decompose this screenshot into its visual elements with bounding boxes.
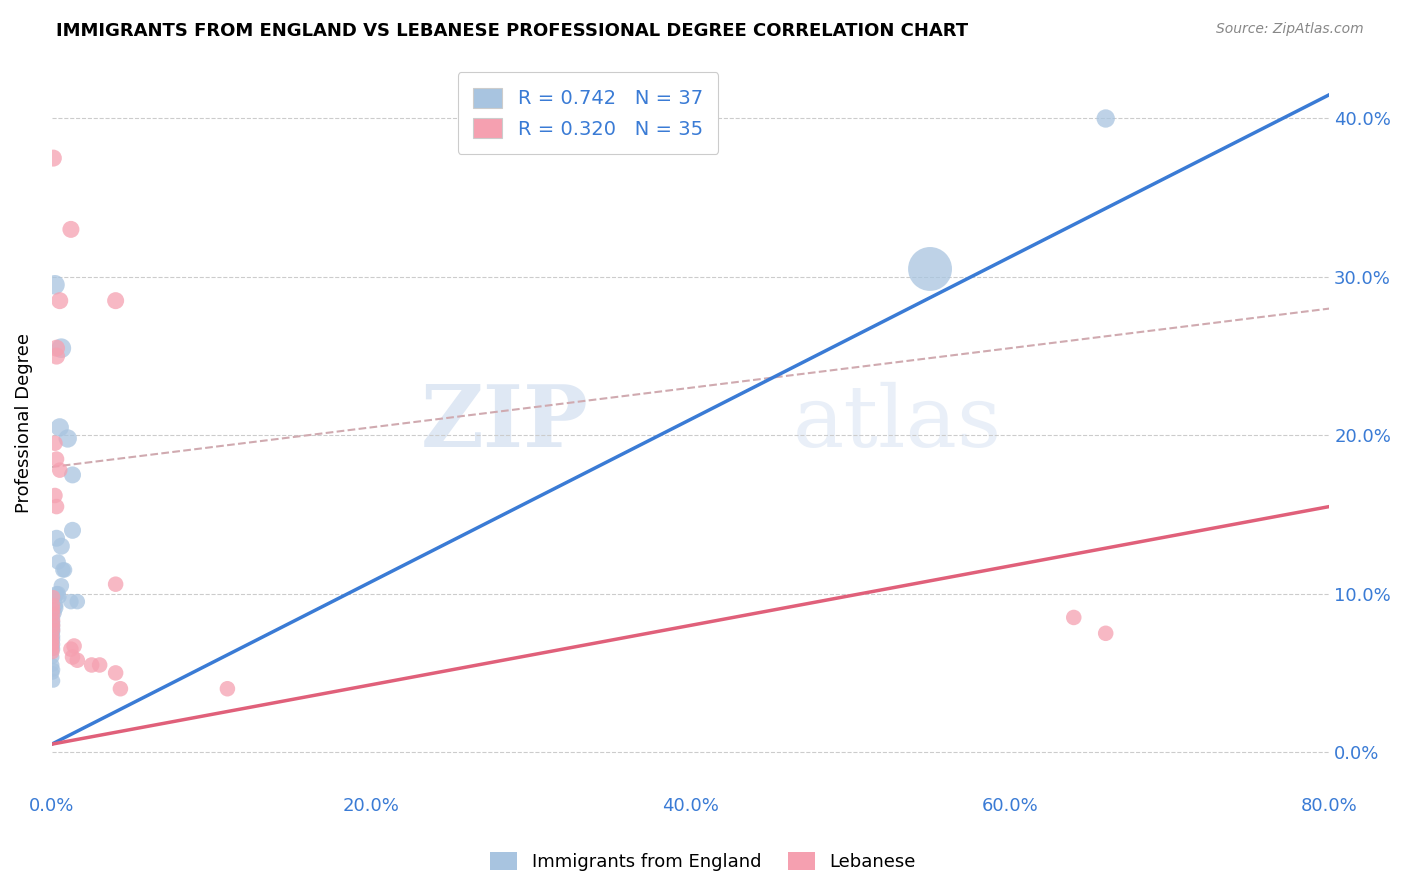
Point: [42, 632, 65, 647]
Point: [66, 594, 89, 608]
Text: IMMIGRANTS FROM ENGLAND VS LEBANESE PROFESSIONAL DEGREE CORRELATION CHART: IMMIGRANTS FROM ENGLAND VS LEBANESE PROF…: [56, 22, 969, 40]
Point: [42, 673, 65, 688]
Point: [42, 642, 65, 657]
Point: [42, 610, 65, 624]
Point: [41, 650, 63, 665]
Point: [44, 277, 66, 292]
Point: [104, 577, 127, 591]
Point: [45, 531, 67, 545]
Point: [59, 642, 82, 657]
Point: [51, 579, 73, 593]
Text: Source: ZipAtlas.com: Source: ZipAtlas.com: [1216, 22, 1364, 37]
Point: [52, 563, 75, 577]
Point: [42, 607, 65, 622]
Point: [104, 293, 127, 308]
Point: [44, 436, 66, 450]
Point: [45, 349, 67, 363]
Point: [41, 665, 63, 680]
Point: [41, 630, 63, 644]
Point: [62, 524, 84, 538]
Point: [41, 645, 63, 659]
Point: [44, 606, 66, 620]
Point: [89, 657, 111, 672]
Legend: R = 0.742   N = 37, R = 0.320   N = 35: R = 0.742 N = 37, R = 0.320 N = 35: [457, 72, 718, 154]
Point: [59, 594, 82, 608]
Point: [45, 452, 67, 467]
Point: [1094, 112, 1116, 126]
Point: [42, 630, 65, 644]
Point: [41, 634, 63, 648]
Point: [51, 341, 73, 355]
Point: [42, 623, 65, 637]
Point: [48, 463, 70, 477]
Legend: Immigrants from England, Lebanese: Immigrants from England, Lebanese: [482, 845, 924, 879]
Point: [42, 614, 65, 628]
Point: [62, 467, 84, 482]
Point: [53, 563, 76, 577]
Text: atlas: atlas: [793, 382, 1002, 465]
Point: [48, 420, 70, 434]
Point: [42, 151, 65, 165]
Point: [42, 637, 65, 651]
Point: [51, 539, 73, 553]
Point: [45, 587, 67, 601]
Point: [44, 488, 66, 502]
Point: [66, 653, 89, 667]
Point: [62, 650, 84, 665]
Point: [42, 590, 65, 604]
Point: [1094, 626, 1116, 640]
Point: [48, 293, 70, 308]
Text: ZIP: ZIP: [420, 382, 588, 466]
Point: [42, 615, 65, 630]
Point: [42, 618, 65, 632]
Point: [80, 657, 103, 672]
Point: [45, 598, 67, 612]
Point: [63, 639, 86, 653]
Point: [45, 500, 67, 514]
Point: [45, 601, 67, 615]
Point: [42, 602, 65, 616]
Point: [110, 681, 132, 696]
Point: [42, 622, 65, 636]
Point: [217, 681, 239, 696]
Point: [48, 590, 70, 604]
Point: [918, 262, 941, 277]
Point: [42, 618, 65, 632]
Point: [42, 624, 65, 639]
Y-axis label: Professional Degree: Professional Degree: [15, 334, 32, 514]
Point: [41, 626, 63, 640]
Point: [59, 222, 82, 236]
Point: [42, 663, 65, 677]
Point: [1063, 610, 1085, 624]
Point: [46, 587, 69, 601]
Point: [45, 341, 67, 355]
Point: [42, 598, 65, 612]
Point: [104, 665, 127, 680]
Point: [41, 657, 63, 672]
Point: [46, 555, 69, 569]
Point: [41, 637, 63, 651]
Point: [56, 432, 79, 446]
Point: [41, 642, 63, 657]
